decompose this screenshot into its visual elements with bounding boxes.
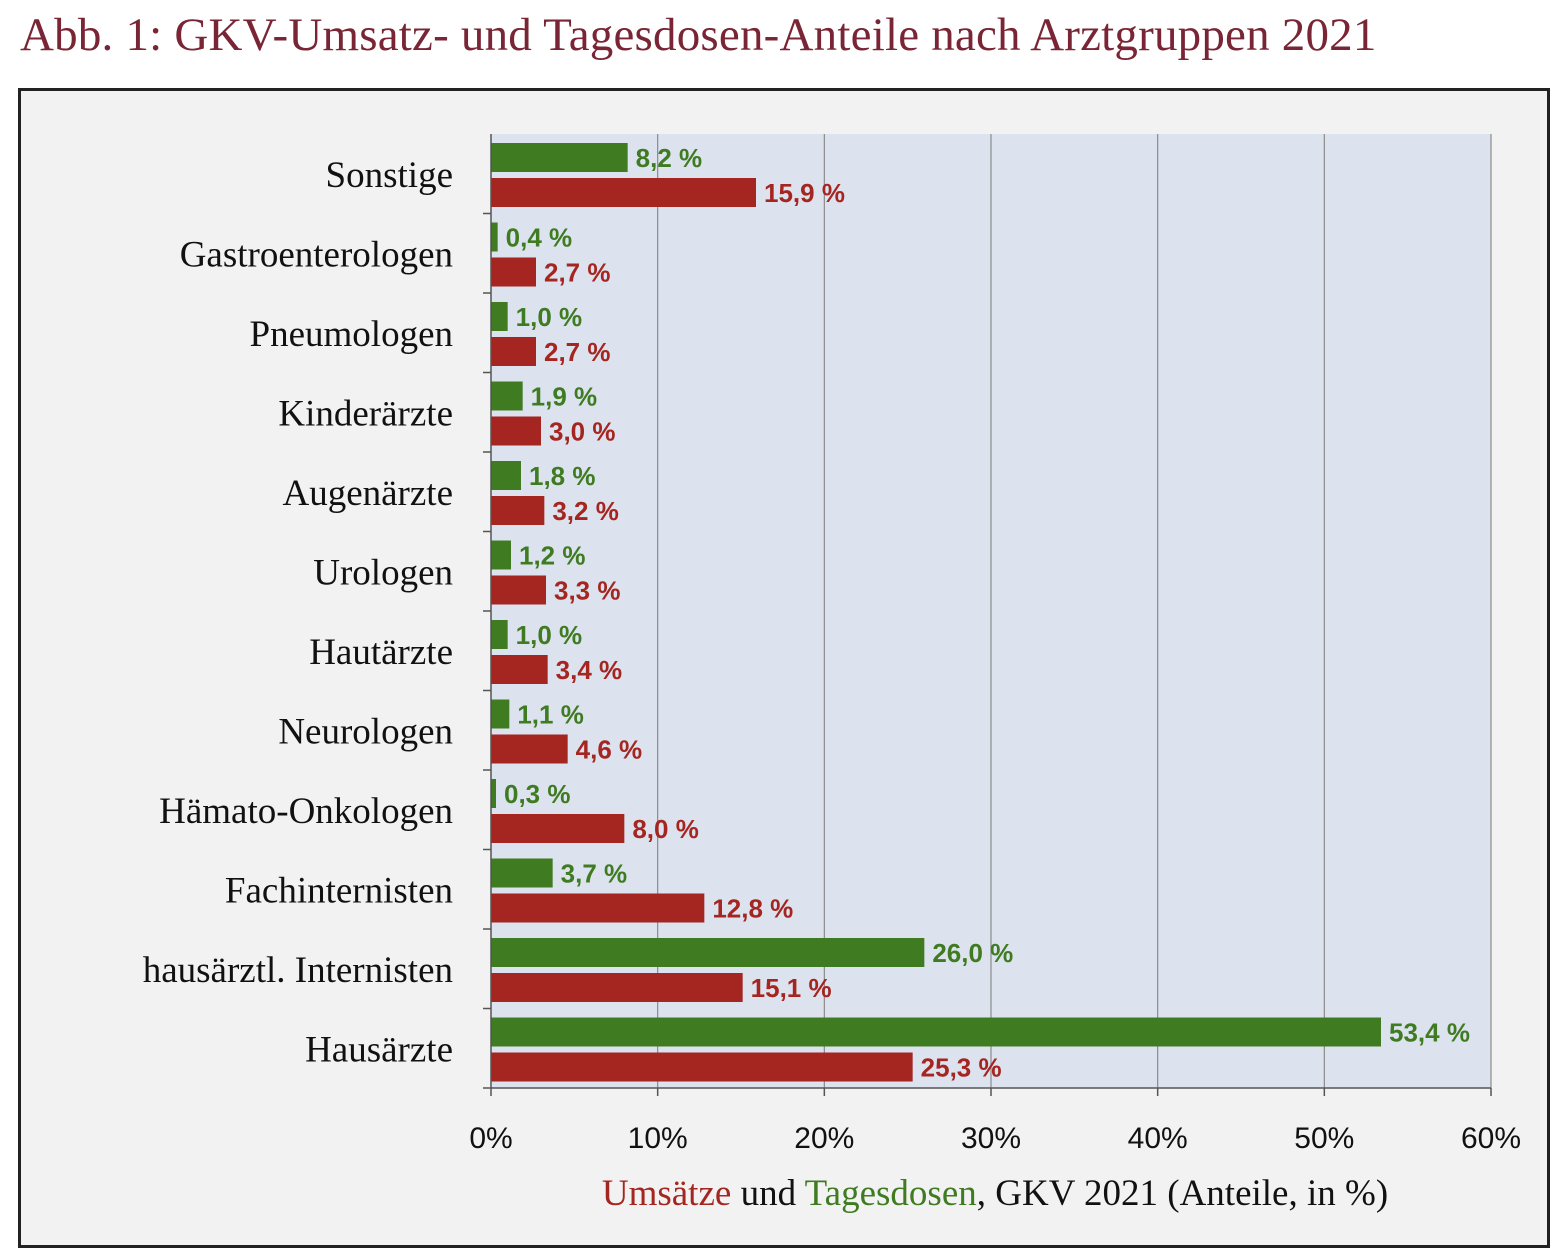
category-label: Neurologen — [278, 711, 453, 752]
category-label: Hausärzte — [305, 1029, 453, 1070]
data-label: 15,1 % — [751, 973, 832, 1003]
category-label: Kinderärzte — [278, 393, 453, 434]
data-label: 1,0 % — [516, 302, 583, 332]
data-label: 25,3 % — [921, 1053, 1002, 1083]
x-tick-label: 60% — [1461, 1122, 1521, 1155]
bar-umsaetze — [491, 973, 743, 1002]
data-label: 1,2 % — [519, 541, 586, 571]
bar-tagesdosen — [491, 699, 510, 729]
bar-umsaetze — [491, 416, 541, 446]
bar-umsaetze — [491, 893, 705, 923]
data-label: 3,3 % — [554, 576, 621, 606]
bar-umsaetze — [491, 1052, 913, 1082]
bar-umsaetze — [491, 734, 568, 764]
chart-title: Abb. 1: GKV-Umsatz- und Tagesdosen-Antei… — [20, 9, 1377, 61]
category-label: Fachinternisten — [225, 870, 453, 911]
data-label: 12,8 % — [712, 894, 793, 924]
category-label: Sonstige — [326, 155, 453, 196]
data-label: 4,6 % — [576, 735, 643, 765]
x-axis-label-tagesdosen: Tagesdosen — [805, 1173, 977, 1214]
category-label: Augenärzte — [282, 473, 453, 514]
bar-umsaetze — [491, 337, 536, 366]
data-label: 3,4 % — [556, 655, 623, 685]
data-label: 26,0 % — [932, 938, 1013, 968]
bar-tagesdosen — [491, 222, 498, 252]
category-label: Hämato-Onkologen — [159, 791, 453, 832]
x-tick-label: 20% — [794, 1122, 854, 1155]
data-label: 1,1 % — [517, 700, 584, 730]
x-tick-label: 10% — [628, 1122, 688, 1155]
category-label: Urologen — [313, 552, 453, 593]
bar-tagesdosen — [491, 858, 553, 888]
x-axis-label-rest: , GKV 2021 (Anteile, in %) — [977, 1173, 1388, 1214]
x-axis-label: Umsätze und Tagesdosen, GKV 2021 (Anteil… — [602, 1173, 1388, 1214]
x-axis-label-umsaetze: Umsätze — [602, 1173, 731, 1214]
bar-umsaetze — [491, 655, 548, 684]
bar-tagesdosen — [491, 938, 925, 967]
x-tick-label: 50% — [1294, 1122, 1354, 1155]
data-label: 2,7 % — [544, 258, 611, 288]
data-label: 15,9 % — [764, 178, 845, 208]
bar-umsaetze — [491, 814, 625, 843]
bar-tagesdosen — [491, 302, 508, 331]
data-label: 8,2 % — [636, 143, 703, 173]
bar-tagesdosen — [491, 779, 496, 808]
data-label: 53,4 % — [1389, 1018, 1470, 1048]
data-label: 0,4 % — [506, 223, 572, 253]
data-label: 8,0 % — [632, 814, 699, 844]
data-label: 1,0 % — [516, 620, 583, 650]
bar-umsaetze — [491, 257, 536, 287]
bar-tagesdosen — [491, 461, 521, 490]
data-label: 1,9 % — [531, 382, 598, 412]
bar-tagesdosen — [491, 381, 523, 411]
data-label: 3,0 % — [549, 417, 616, 447]
bar-umsaetze — [491, 178, 756, 207]
bar-tagesdosen — [491, 143, 628, 172]
data-label: 3,2 % — [552, 496, 619, 526]
category-label: Gastroenterologen — [180, 234, 453, 275]
x-tick-label: 0% — [469, 1122, 512, 1155]
data-label: 1,8 % — [529, 461, 596, 491]
data-label: 0,3 % — [504, 779, 571, 809]
category-label: Hautärzte — [309, 632, 453, 673]
x-tick-label: 30% — [961, 1122, 1021, 1155]
data-label: 3,7 % — [561, 859, 628, 889]
x-tick-label: 40% — [1128, 1122, 1188, 1155]
data-label: 2,7 % — [544, 337, 611, 367]
bar-umsaetze — [491, 575, 546, 605]
bar-tagesdosen — [491, 540, 511, 570]
bar-tagesdosen — [491, 1017, 1381, 1047]
category-label: hausärztl. Internisten — [143, 950, 453, 991]
x-axis-label-und: und — [731, 1173, 804, 1214]
category-label: Pneumologen — [250, 314, 453, 355]
bar-umsaetze — [491, 496, 545, 525]
bar-tagesdosen — [491, 620, 508, 649]
